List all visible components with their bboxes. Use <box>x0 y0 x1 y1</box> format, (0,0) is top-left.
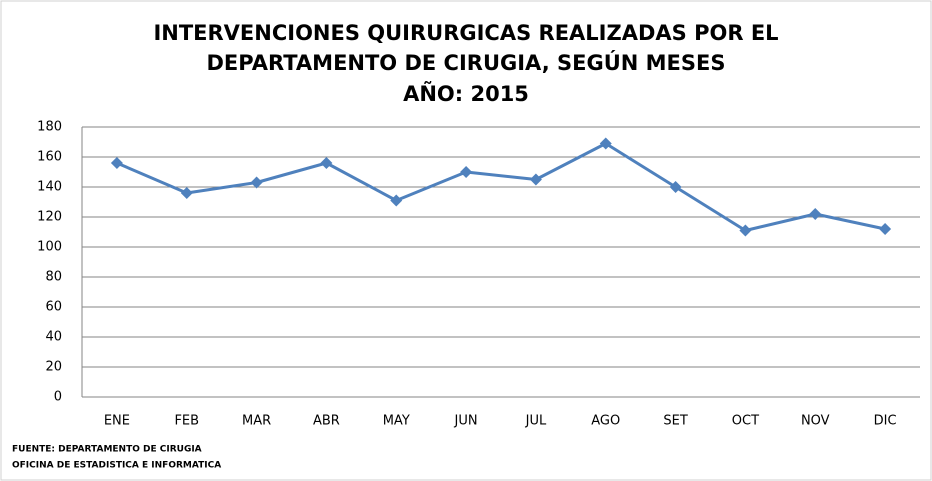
y-tick-label: 180 <box>37 120 62 135</box>
x-tick-label: JUL <box>525 414 547 429</box>
line <box>116 142 886 232</box>
x-tick-label: ENE <box>104 414 130 429</box>
chart-title: INTERVENCIONES QUIRURGICAS REALIZADAS PO… <box>153 21 778 45</box>
x-tick-label: NOV <box>801 414 830 429</box>
y-tick-label: 40 <box>45 330 62 345</box>
marker <box>250 176 263 189</box>
x-tick-label: OCT <box>732 414 759 429</box>
marker <box>879 223 892 235</box>
y-tick-label: 0 <box>54 390 62 405</box>
marker <box>390 194 403 207</box>
marker <box>599 137 612 150</box>
x-tick-label: SET <box>663 414 687 429</box>
marker <box>809 208 822 220</box>
x-tick-label: MAY <box>383 414 410 429</box>
marker <box>320 157 333 169</box>
x-tick-label: MAR <box>242 414 271 429</box>
marker <box>110 157 123 169</box>
marker <box>529 173 542 186</box>
source-note: FUENTE: DEPARTAMENTO DE CIRUGIA <box>12 445 202 455</box>
x-tick-label: AGO <box>591 414 620 429</box>
chart-title: DEPARTAMENTO DE CIRUGIA, SEGÚN MESES <box>207 50 726 75</box>
y-tick-label: 140 <box>37 180 62 195</box>
y-tick-label: 60 <box>45 300 62 315</box>
y-tick-label: 100 <box>37 240 62 255</box>
y-tick-label: 120 <box>37 210 62 225</box>
y-tick-label: 20 <box>45 360 62 375</box>
marker <box>739 224 752 237</box>
x-tick-label: FEB <box>174 414 199 429</box>
x-tick-label: DIC <box>874 414 897 429</box>
marker <box>669 181 682 193</box>
x-tick-label: JUN <box>454 414 478 429</box>
y-tick-label: 160 <box>37 150 62 165</box>
marker <box>180 187 193 199</box>
x-tick-label: ABR <box>313 414 340 429</box>
chart-title: AÑO: 2015 <box>403 81 529 106</box>
y-tick-label: 80 <box>45 270 62 285</box>
marker <box>460 166 473 178</box>
source-note: OFICINA DE ESTADISTICA E INFORMATICA <box>12 461 221 471</box>
